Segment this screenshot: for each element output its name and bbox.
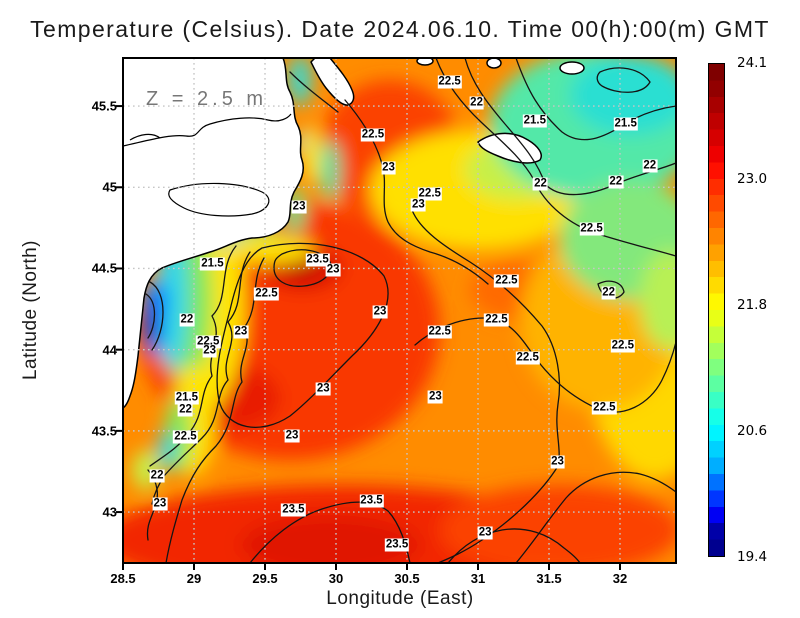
coastline-spit: [310, 58, 355, 106]
islet: [416, 58, 434, 66]
contour-label: 23: [325, 263, 341, 277]
contour-label: 22: [642, 159, 658, 173]
contour-label: 23: [233, 325, 249, 339]
contour-label: 22.5: [173, 430, 198, 444]
contour-label: 23: [284, 429, 300, 443]
contour-label: 23: [202, 344, 218, 358]
chart-title: Temperature (Celsius). Date 2024.06.10. …: [30, 16, 770, 42]
x-tick-label: 31.5: [536, 571, 562, 586]
contour-label: 22: [533, 177, 548, 191]
contour-label: 23: [550, 455, 565, 469]
contour-label: 22: [149, 469, 165, 483]
y-tick-label: 45.5: [91, 98, 117, 114]
colorbar-tick-label: 24.1: [737, 55, 768, 71]
contour-label: 23.5: [305, 253, 330, 267]
contour-label: 22.5: [427, 325, 452, 339]
contour-label: 22.5: [484, 313, 509, 327]
islet: [559, 61, 585, 75]
contour-label: 23: [291, 200, 307, 214]
contour-label: 21.5: [200, 257, 225, 271]
contour-label: 23.5: [281, 503, 306, 517]
contour-label: 22: [608, 175, 624, 189]
colorbar-tick-label: 23.0: [737, 170, 768, 187]
y-tick-label: 44: [102, 342, 117, 358]
y-axis-label: Latitude (North): [20, 239, 41, 381]
sea-temperature-field: [123, 58, 676, 563]
colorbar-tick-label: 19.4: [737, 549, 768, 565]
x-tick-label: 30.5: [394, 571, 420, 586]
x-tick-label: 29.5: [252, 571, 278, 586]
contour-label: 22.5: [437, 75, 462, 89]
x-axis-label: Longitude (East): [326, 588, 474, 609]
contour-label: 22.5: [592, 401, 617, 415]
contour-label: 22: [601, 286, 617, 300]
plot-frame: [122, 57, 677, 564]
contour-label: 22.5: [360, 128, 386, 142]
depth-annotation: Z = 2.5 m: [146, 88, 268, 110]
contour-label: 23: [372, 305, 388, 319]
contour-label: 21.5: [174, 391, 200, 405]
contour-label: 22.5: [610, 339, 636, 353]
x-tick-label: 30: [328, 571, 344, 586]
contour-label: 22.5: [417, 187, 442, 201]
axis-ticks: [116, 105, 621, 570]
contour-label: 22: [179, 313, 195, 327]
contour-label: 22.5: [579, 222, 604, 236]
contour-label: 23: [152, 497, 168, 511]
islet: [486, 58, 502, 69]
contour-label: 21.5: [613, 117, 638, 131]
contour-label: 23: [315, 382, 331, 396]
contour-label: 23: [477, 526, 493, 540]
inland-lagoon-lines: [123, 113, 292, 217]
contour-label: 22.5: [254, 287, 279, 301]
contour-label: 23.5: [359, 494, 384, 508]
colorbar-tick-label: 21.8: [737, 296, 768, 313]
contour-label: 23: [410, 198, 426, 212]
y-tick-label: 44.5: [91, 260, 117, 276]
contour-label: 23.5: [384, 538, 410, 552]
coastline-main: [123, 58, 305, 409]
contour-label: 22: [469, 96, 484, 110]
x-tick-label: 29: [186, 571, 202, 586]
contour-label: 22.5: [515, 351, 540, 365]
x-tick-label: 28.5: [110, 571, 136, 586]
contour-label: 23: [427, 390, 443, 404]
colorbar: [708, 63, 725, 557]
colorbar-tick-label: 20.6: [737, 422, 768, 439]
contour-label: 23: [381, 161, 396, 175]
y-tick-label: 43: [102, 504, 117, 520]
contour-label: 22: [178, 403, 193, 417]
x-tick-label: 32: [612, 571, 628, 586]
y-tick-label: 45: [102, 179, 117, 195]
y-tick-label: 43.5: [91, 423, 117, 439]
x-tick-label: 31: [470, 571, 486, 586]
contour-label: 22.5: [494, 274, 519, 288]
contour-label: 21.5: [522, 114, 547, 128]
